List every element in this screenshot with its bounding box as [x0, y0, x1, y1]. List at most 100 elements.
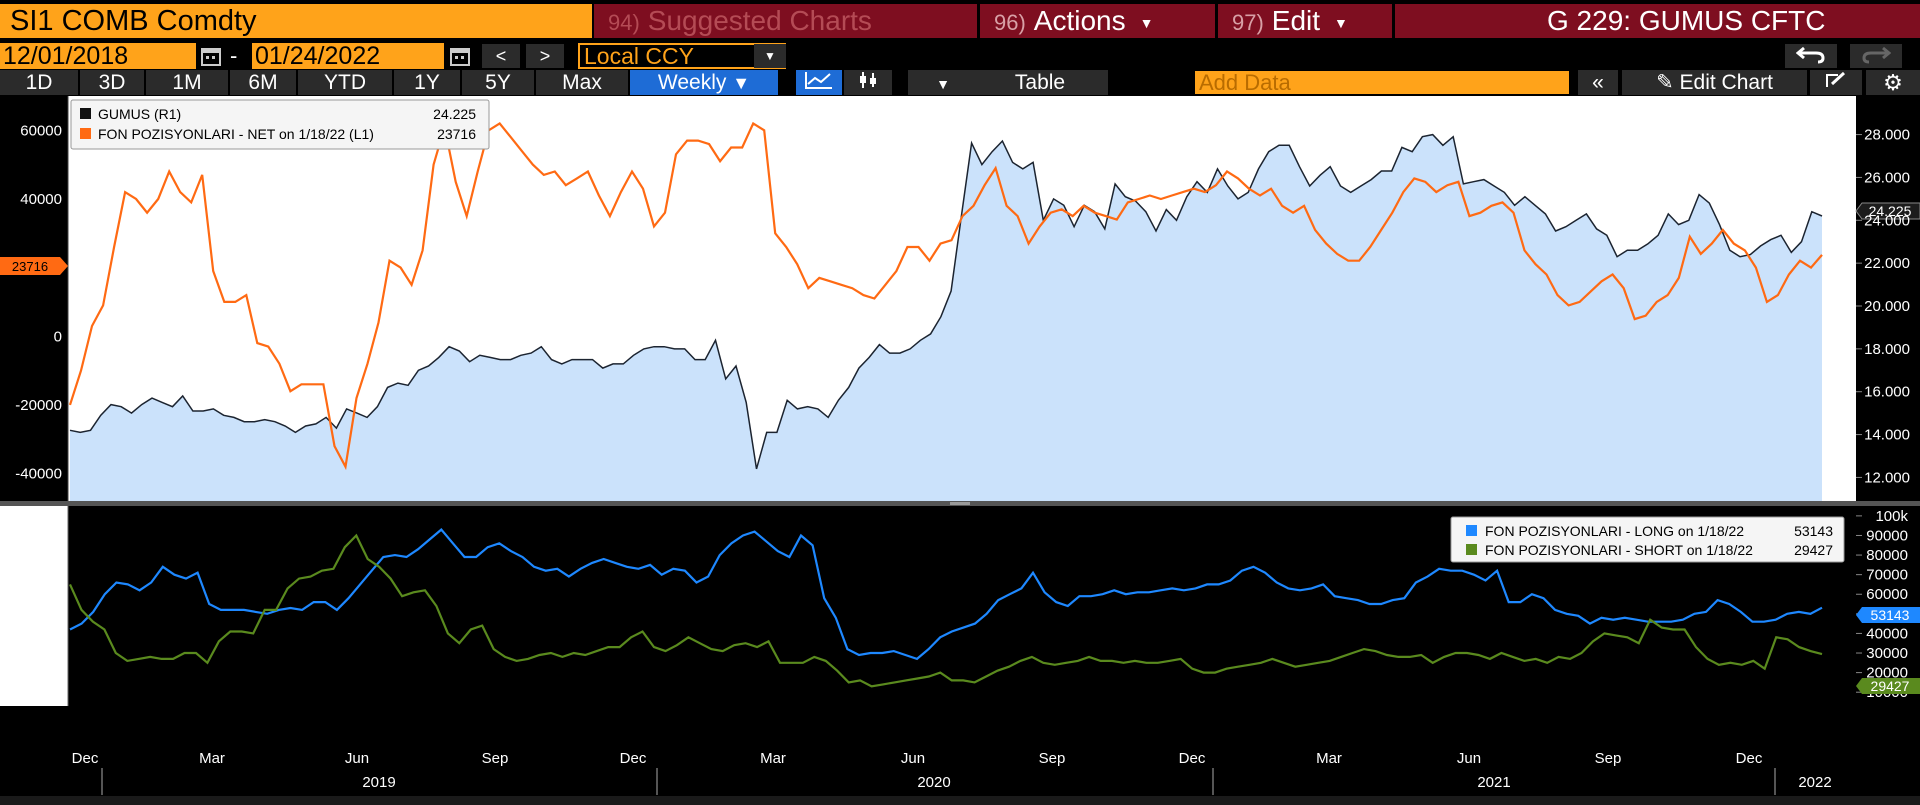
right-axis-tick: 22.000: [1864, 255, 1910, 272]
right-axis-tick: 26.000: [1864, 169, 1910, 186]
x-axis-month-label: Jun: [1457, 750, 1481, 767]
chart-area[interactable]: 60000 40000 20000 0 -20000 -40000 23716 24.22…: [0, 96, 1920, 805]
chart-title: G 229: GUMUS CFTC: [1395, 4, 1920, 38]
status-strip: [0, 796, 1920, 805]
lower-axis-tick: 90000: [1866, 527, 1908, 544]
candlestick-button[interactable]: [844, 70, 892, 95]
left-axis-tick: 40000: [20, 191, 62, 208]
annotate-button[interactable]: [1810, 70, 1862, 95]
long-legend-value: 53143: [1794, 523, 1833, 539]
gumus-legend-value: 24.225: [433, 106, 476, 122]
upper-legend[interactable]: GUMUS (R1) 24.225 FON POZISYONLARI - NET…: [70, 99, 490, 150]
long-positions-line[interactable]: [69, 528, 1823, 661]
previous-period-button[interactable]: <: [482, 44, 520, 68]
x-axis-year-label: 2022: [1798, 774, 1831, 791]
lower-axis-tick: 30000: [1866, 645, 1908, 662]
period-6m[interactable]: 6M: [230, 70, 296, 95]
left-axis-tick: -20000: [15, 397, 62, 414]
svg-text:23716: 23716: [12, 259, 48, 274]
chevron-down-icon: ▼: [1334, 14, 1348, 31]
resize-grip-icon[interactable]: [950, 502, 970, 505]
right-axis-tick: 20.000: [1864, 298, 1910, 315]
x-axis-month-label: Dec: [1179, 750, 1206, 767]
table-button[interactable]: Table: [972, 70, 1108, 95]
period-max[interactable]: Max: [536, 70, 628, 95]
settings-button[interactable]: ⚙: [1866, 70, 1920, 95]
x-axis-month-label: Dec: [620, 750, 647, 767]
pencil-icon: ✎: [1656, 71, 1674, 94]
calendar-icon[interactable]: [449, 45, 471, 67]
date-separator: -: [230, 43, 238, 68]
ticker-field[interactable]: SI1 COMB Comdty: [0, 4, 592, 38]
x-axis-months: Dec Mar Jun Sep Dec Mar Jun Sep Dec Mar Jun Sep Dec: [72, 750, 1763, 767]
right-axis-tick: 14.000: [1864, 427, 1910, 444]
chart-type-dropdown[interactable]: ▼: [908, 70, 978, 95]
start-date-input[interactable]: 12/01/2018: [0, 43, 196, 69]
lower-axis-tick: 20000: [1866, 665, 1908, 682]
redo-button[interactable]: [1850, 44, 1902, 68]
annotate-icon: [1826, 71, 1846, 87]
svg-text:24.225: 24.225: [1869, 203, 1912, 219]
edit-number: 97): [1232, 10, 1264, 35]
x-axis-year-label: 2021: [1477, 774, 1510, 791]
chevron-down-icon: ▼: [732, 73, 751, 93]
net-last-value-marker: 23716: [0, 257, 68, 275]
short-legend-swatch: [1466, 544, 1477, 555]
period-3d[interactable]: 3D: [80, 70, 144, 95]
long-last-value-marker: 53143: [1856, 607, 1920, 623]
left-axis-tick: -40000: [15, 466, 62, 483]
lower-right-axis-bg: [1856, 506, 1920, 706]
calendar-icon[interactable]: [200, 45, 222, 67]
right-axis-tick: 16.000: [1864, 384, 1910, 401]
add-data-input[interactable]: Add Data: [1195, 71, 1569, 94]
lower-legend[interactable]: FON POZISYONLARI - LONG on 1/18/22 53143…: [1450, 516, 1845, 563]
lower-axis-tick: 100k: [1875, 508, 1908, 525]
frequency-select[interactable]: Weekly ▼: [630, 70, 778, 95]
edit-chart-button[interactable]: ✎ Edit Chart: [1622, 70, 1807, 95]
next-period-button[interactable]: >: [526, 44, 564, 68]
right-axis-tick: 12.000: [1864, 469, 1910, 486]
right-axis-bg: [1856, 96, 1920, 501]
suggested-charts-label: Suggested Charts: [647, 5, 872, 36]
period-1d[interactable]: 1D: [0, 70, 78, 95]
gear-icon: ⚙: [1883, 70, 1903, 95]
x-axis-month-label: Dec: [1736, 750, 1763, 767]
gumus-last-value-marker: 24.225: [1855, 202, 1920, 220]
svg-text:29427: 29427: [1871, 678, 1910, 694]
actions-label: Actions: [1033, 5, 1126, 36]
collapse-panel-button[interactable]: «: [1578, 70, 1618, 95]
net-legend-swatch: [80, 128, 91, 139]
period-1y[interactable]: 1Y: [394, 70, 460, 95]
upper-right-axis: 28.000 26.000 24.000 22.000 20.000 18.000 16.0…: [1856, 127, 1910, 486]
x-axis-month-label: Jun: [345, 750, 369, 767]
period-1m[interactable]: 1M: [146, 70, 228, 95]
x-axis-years: 2019 2020 2021 2022: [101, 768, 1832, 795]
currency-select[interactable]: Local CCY: [578, 43, 786, 69]
short-positions-line[interactable]: [68, 533, 1823, 688]
suggested-charts-button[interactable]: 94) Suggested Charts: [594, 4, 977, 38]
net-legend-label: FON POZISYONLARI - NET on 1/18/22 (L1): [98, 126, 374, 142]
x-axis-month-label: Sep: [1039, 750, 1066, 767]
x-axis-month-label: Mar: [199, 750, 225, 767]
left-axis-tick: 60000: [20, 122, 62, 139]
edit-label: Edit: [1271, 5, 1321, 36]
x-axis-bg: [0, 706, 1920, 805]
short-legend-value: 29427: [1794, 542, 1833, 558]
line-chart-icon: [805, 72, 832, 89]
x-axis-year-label: 2020: [917, 774, 950, 791]
period-5y[interactable]: 5Y: [462, 70, 534, 95]
end-date-input[interactable]: 01/24/2022: [252, 43, 444, 69]
edit-chart-label: Edit Chart: [1679, 71, 1773, 94]
undo-button[interactable]: [1785, 44, 1837, 68]
line-chart-button[interactable]: [796, 70, 842, 95]
gumus-line[interactable]: [69, 133, 1823, 470]
chevron-down-icon[interactable]: ▼: [754, 44, 786, 68]
edit-menu-button[interactable]: 97) Edit ▼: [1218, 4, 1392, 38]
chevron-down-icon: ▼: [1139, 14, 1154, 31]
suggested-charts-number: 94): [608, 10, 640, 35]
actions-menu-button[interactable]: 96) Actions ▼: [980, 4, 1215, 38]
period-ytd[interactable]: YTD: [298, 70, 392, 95]
net-positions-line[interactable]: [68, 121, 1823, 471]
lower-axis-tick: 70000: [1866, 567, 1908, 584]
